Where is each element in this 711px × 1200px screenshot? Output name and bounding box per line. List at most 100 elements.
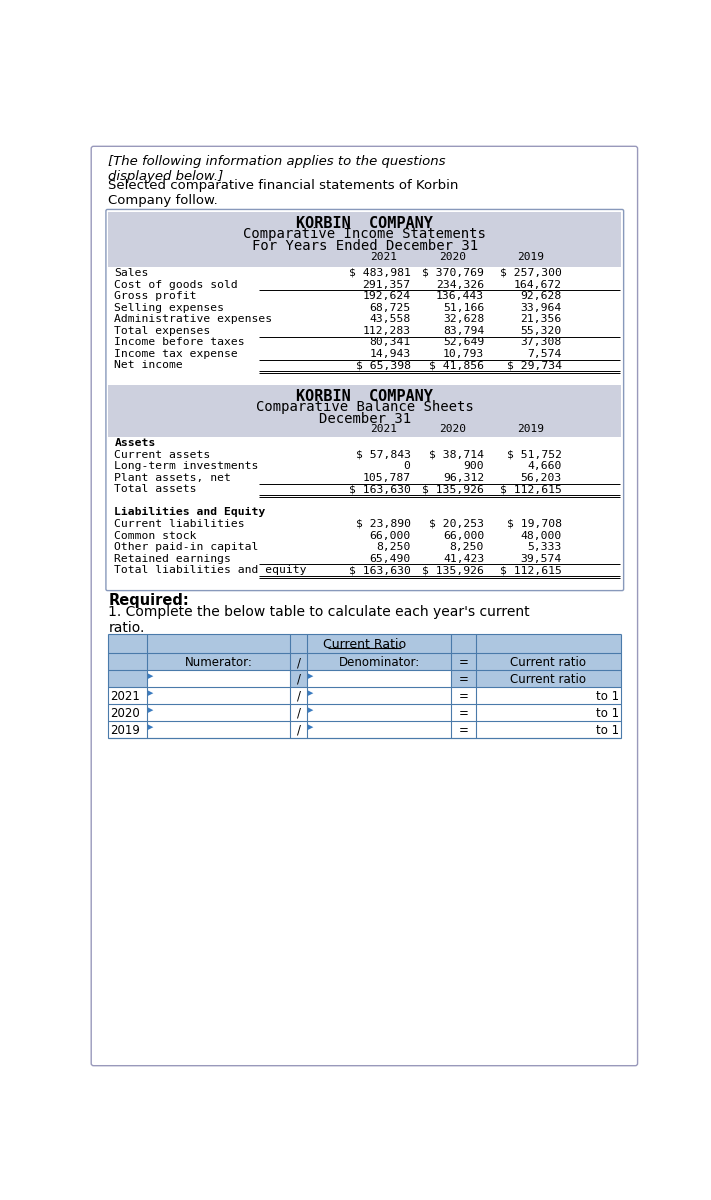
Text: $ 257,300: $ 257,300	[500, 268, 562, 278]
Text: 2021: 2021	[109, 690, 139, 703]
Text: [The following information applies to the questions
displayed below.]: [The following information applies to th…	[108, 155, 446, 182]
Bar	[307, 670, 451, 686]
Text: $ 112,615: $ 112,615	[500, 565, 562, 575]
Text: $ 163,630: $ 163,630	[348, 485, 410, 494]
Text: 14,943: 14,943	[369, 349, 410, 359]
Text: Required:: Required:	[108, 593, 189, 608]
Text: Total expenses: Total expenses	[114, 325, 210, 336]
Bar	[108, 635, 621, 653]
Text: Income tax expense: Income tax expense	[114, 349, 238, 359]
Text: $ 65,398: $ 65,398	[356, 360, 410, 371]
Text: Selling expenses: Selling expenses	[114, 302, 225, 313]
Text: 112,283: 112,283	[363, 325, 410, 336]
Text: Plant assets, net: Plant assets, net	[114, 473, 231, 482]
Text: /: /	[297, 673, 301, 686]
Text: 192,624: 192,624	[363, 292, 410, 301]
Text: ▶: ▶	[308, 707, 314, 713]
Text: December 31: December 31	[319, 412, 411, 426]
Bar	[307, 703, 451, 721]
Text: 2019: 2019	[517, 424, 544, 433]
Text: 48,000: 48,000	[520, 530, 562, 540]
Text: 8,250: 8,250	[450, 542, 484, 552]
Text: to 1: to 1	[596, 724, 619, 737]
Text: ▶: ▶	[308, 690, 314, 696]
Text: 33,964: 33,964	[520, 302, 562, 313]
Text: Administrative expenses: Administrative expenses	[114, 314, 272, 324]
Bar	[147, 686, 290, 703]
Text: $ 163,630: $ 163,630	[348, 565, 410, 575]
Text: Denominator:: Denominator:	[338, 656, 419, 670]
Text: 1. Complete the below table to calculate each year's current
ratio.: 1. Complete the below table to calculate…	[108, 605, 530, 636]
Bar	[108, 703, 621, 721]
Text: Numerator:: Numerator:	[185, 656, 252, 670]
Text: 66,000: 66,000	[369, 530, 410, 540]
Text: ▶: ▶	[308, 673, 314, 679]
Text: $ 57,843: $ 57,843	[356, 450, 410, 460]
Text: Other paid-in capital: Other paid-in capital	[114, 542, 259, 552]
Text: Retained earnings: Retained earnings	[114, 553, 231, 564]
Bar	[108, 211, 621, 268]
Text: 68,725: 68,725	[369, 302, 410, 313]
Text: 2019: 2019	[109, 724, 139, 737]
Text: 8,250: 8,250	[376, 542, 410, 552]
Text: 41,423: 41,423	[443, 553, 484, 564]
Text: Current Ratio: Current Ratio	[324, 637, 407, 650]
Text: 65,490: 65,490	[369, 553, 410, 564]
Text: $ 41,856: $ 41,856	[429, 360, 484, 371]
Text: 32,628: 32,628	[443, 314, 484, 324]
Text: $ 483,981: $ 483,981	[348, 268, 410, 278]
Text: 136,443: 136,443	[436, 292, 484, 301]
Text: 52,649: 52,649	[443, 337, 484, 347]
Text: 2021: 2021	[370, 252, 397, 262]
Text: Total assets: Total assets	[114, 485, 197, 494]
Text: Current ratio: Current ratio	[510, 673, 587, 686]
Text: /: /	[297, 690, 301, 703]
Text: KORBIN  COMPANY: KORBIN COMPANY	[296, 216, 433, 230]
Text: Long-term investments: Long-term investments	[114, 461, 259, 472]
Text: 66,000: 66,000	[443, 530, 484, 540]
Text: Selected comparative financial statements of Korbin
Company follow.: Selected comparative financial statement…	[108, 180, 459, 208]
Text: Liabilities and Equity: Liabilities and Equity	[114, 508, 266, 517]
Text: Sales: Sales	[114, 268, 149, 278]
Text: 291,357: 291,357	[363, 280, 410, 289]
Bar	[108, 686, 621, 703]
Text: 51,166: 51,166	[443, 302, 484, 313]
Bar	[147, 703, 290, 721]
Bar	[147, 670, 290, 686]
Text: 21,356: 21,356	[520, 314, 562, 324]
Text: 0: 0	[404, 461, 410, 472]
Text: 164,672: 164,672	[513, 280, 562, 289]
Text: Comparative Income Statements: Comparative Income Statements	[243, 227, 486, 241]
Text: $ 135,926: $ 135,926	[422, 565, 484, 575]
Text: /: /	[297, 724, 301, 737]
Text: 5,333: 5,333	[528, 542, 562, 552]
Text: 39,574: 39,574	[520, 553, 562, 564]
Text: Current ratio: Current ratio	[510, 656, 587, 670]
Text: Total liabilities and equity: Total liabilities and equity	[114, 565, 307, 575]
Text: $ 51,752: $ 51,752	[507, 450, 562, 460]
Text: 2020: 2020	[439, 252, 466, 262]
Text: Income before taxes: Income before taxes	[114, 337, 245, 347]
Text: =: =	[459, 673, 468, 686]
Text: $ 370,769: $ 370,769	[422, 268, 484, 278]
Bar	[147, 721, 290, 738]
FancyBboxPatch shape	[91, 146, 638, 1066]
Bar	[307, 686, 451, 703]
Text: ▶: ▶	[148, 690, 153, 696]
Text: ▶: ▶	[148, 724, 153, 730]
Text: 234,326: 234,326	[436, 280, 484, 289]
Text: Net income: Net income	[114, 360, 183, 371]
Text: ▶: ▶	[148, 707, 153, 713]
Text: $ 29,734: $ 29,734	[507, 360, 562, 371]
Bar	[108, 670, 621, 686]
Text: Comparative Balance Sheets: Comparative Balance Sheets	[256, 401, 474, 414]
Text: Gross profit: Gross profit	[114, 292, 197, 301]
Text: 83,794: 83,794	[443, 325, 484, 336]
Text: $ 135,926: $ 135,926	[422, 485, 484, 494]
Text: 96,312: 96,312	[443, 473, 484, 482]
Text: =: =	[459, 690, 468, 703]
Text: 55,320: 55,320	[520, 325, 562, 336]
Text: ▶: ▶	[308, 724, 314, 730]
Text: 4,660: 4,660	[528, 461, 562, 472]
Text: For Years Ended December 31: For Years Ended December 31	[252, 239, 478, 253]
